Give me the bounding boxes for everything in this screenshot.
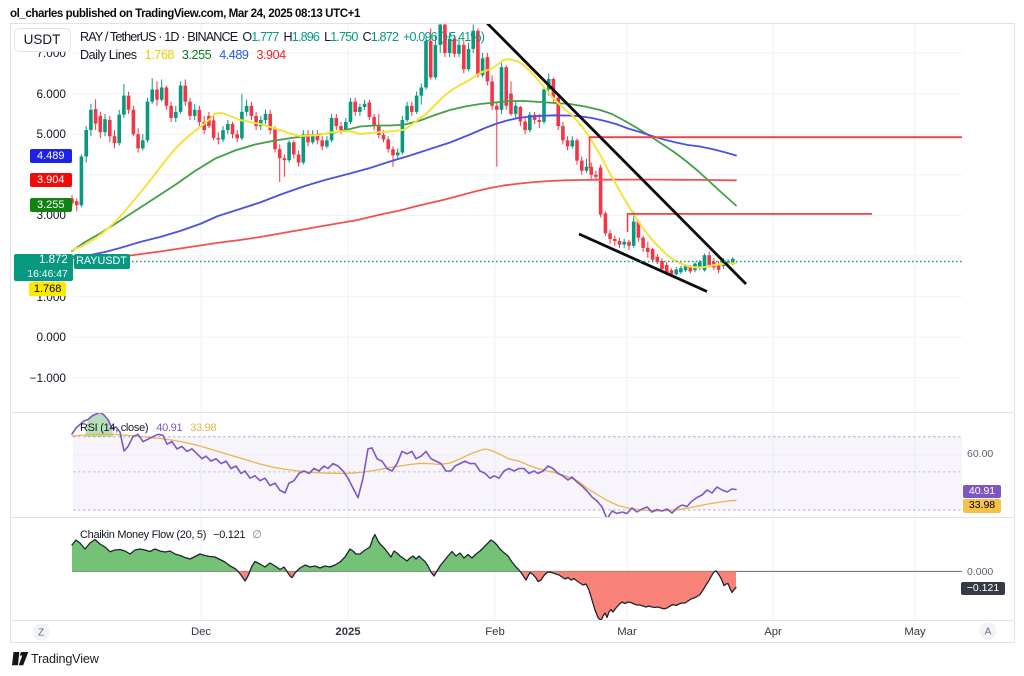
svg-text:Z: Z [38,628,44,639]
svg-text:A: A [985,627,992,638]
